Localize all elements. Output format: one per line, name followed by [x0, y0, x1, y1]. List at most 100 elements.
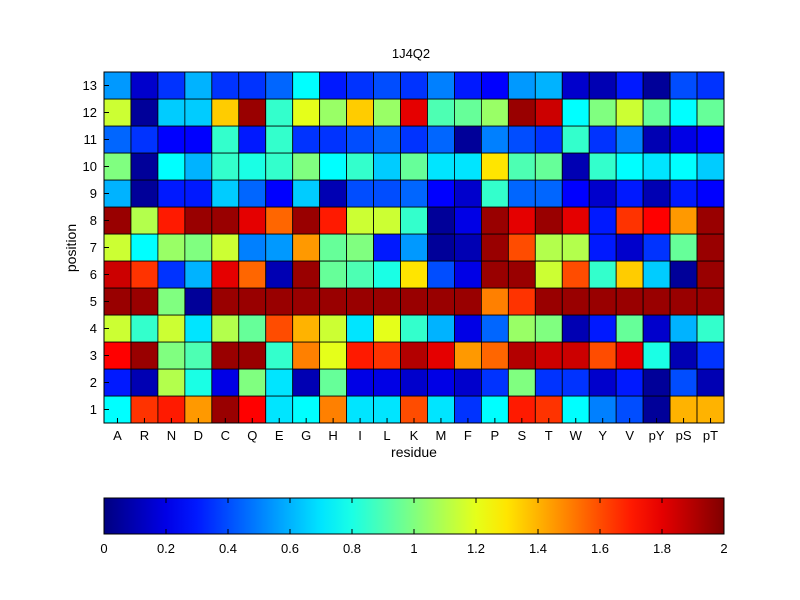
heatmap-cell-10-W	[561, 152, 590, 181]
heatmap-cell-7-H	[319, 233, 348, 262]
heatmap-cell-13-pT	[696, 71, 725, 100]
x-tick-label-L: L	[383, 428, 390, 443]
heatmap-cell-13-C	[211, 71, 240, 100]
x-tick-label-T: T	[545, 428, 553, 443]
heatmap-cell-3-H	[319, 341, 348, 370]
heatmap-cell-8-D	[184, 206, 213, 235]
heatmap-cell-9-Y	[588, 179, 617, 208]
heatmap-cell-8-Q	[238, 206, 267, 235]
heatmap-cell-2-I	[346, 368, 374, 397]
heatmap-cell-5-H	[319, 287, 348, 316]
heatmap-cell-12-F	[454, 98, 482, 127]
heatmap-cell-12-M	[427, 98, 455, 127]
heatmap-cell-13-K	[400, 71, 428, 100]
heatmap-cell-6-pT	[696, 260, 725, 289]
heatmap-cell-13-R	[130, 71, 159, 100]
heatmap-cell-13-W	[561, 71, 590, 100]
x-tick-label-C: C	[221, 428, 230, 443]
heatmap-cell-11-Y	[588, 125, 617, 154]
heatmap-cell-4-D	[184, 314, 213, 343]
heatmap-cell-7-C	[211, 233, 240, 262]
heatmap-cell-8-R	[130, 206, 159, 235]
heatmap-cell-2-C	[211, 368, 240, 397]
heatmap-cell-13-D	[184, 71, 213, 100]
heatmap-cell-6-V	[615, 260, 644, 289]
y-tick-label-7: 7	[90, 240, 97, 255]
heatmap-cell-13-pY	[642, 71, 671, 100]
x-tick-label-Q: Q	[247, 428, 257, 443]
heatmap-cell-10-H	[319, 152, 348, 181]
heatmap-cell-13-L	[373, 71, 401, 100]
heatmap-cell-13-Q	[238, 71, 267, 100]
heatmap-cell-7-T	[534, 233, 563, 262]
heatmap-cell-8-E	[265, 206, 294, 235]
heatmap-cell-3-D	[184, 341, 213, 370]
heatmap-cell-13-H	[319, 71, 348, 100]
y-tick-label-8: 8	[90, 213, 97, 228]
heatmap-cell-6-W	[561, 260, 590, 289]
heatmap-cell-4-R	[130, 314, 159, 343]
heatmap-cell-10-C	[211, 152, 240, 181]
x-tick-label-V: V	[625, 428, 634, 443]
heatmap-cell-2-R	[130, 368, 159, 397]
heatmap-cell-5-N	[157, 287, 186, 316]
heatmap-cell-4-F	[454, 314, 482, 343]
y-tick-label-1: 1	[90, 402, 97, 417]
chart-title: 1J4Q2	[392, 46, 430, 61]
heatmap-cell-8-V	[615, 206, 644, 235]
heatmap-cell-3-Y	[588, 341, 617, 370]
heatmap-cell-6-K	[400, 260, 428, 289]
heatmap-cell-6-pS	[669, 260, 698, 289]
heatmap-cell-10-I	[346, 152, 374, 181]
heatmap-cell-9-V	[615, 179, 644, 208]
heatmap-cell-4-V	[615, 314, 644, 343]
heatmap-cell-11-F	[454, 125, 482, 154]
heatmap-cell-2-K	[400, 368, 428, 397]
x-tick-label-pY: pY	[649, 428, 665, 443]
heatmap-cell-5-S	[507, 287, 536, 316]
heatmap-cell-5-W	[561, 287, 590, 316]
heatmap-cell-4-L	[373, 314, 401, 343]
heatmap-cell-9-H	[319, 179, 348, 208]
heatmap-cell-2-L	[373, 368, 401, 397]
heatmap-cell-8-L	[373, 206, 401, 235]
heatmap-cell-11-M	[427, 125, 455, 154]
heatmap-cell-3-P	[480, 341, 509, 370]
heatmap-cell-3-I	[346, 341, 374, 370]
heatmap-cell-6-I	[346, 260, 374, 289]
heatmap-cell-6-L	[373, 260, 401, 289]
heatmap-cell-13-N	[157, 71, 186, 100]
heatmap-cell-8-C	[211, 206, 240, 235]
heatmap-cell-3-V	[615, 341, 644, 370]
heatmap-cell-6-E	[265, 260, 294, 289]
heatmap-cell-10-pS	[669, 152, 698, 181]
heatmap-cell-11-R	[130, 125, 159, 154]
heatmap-cell-8-N	[157, 206, 186, 235]
heatmap-cell-10-T	[534, 152, 563, 181]
heatmap-cell-4-E	[265, 314, 294, 343]
heatmap-cell-11-D	[184, 125, 213, 154]
heatmap-cell-4-P	[480, 314, 509, 343]
x-tick-label-D: D	[194, 428, 203, 443]
heatmap-cell-3-Q	[238, 341, 267, 370]
heatmap-cell-11-L	[373, 125, 401, 154]
x-tick-label-N: N	[167, 428, 176, 443]
heatmap-cell-13-S	[507, 71, 536, 100]
heatmap-cell-9-R	[130, 179, 159, 208]
heatmap-cell-2-V	[615, 368, 644, 397]
colorbar-ticks: 0 0.2 0.4 0.6 0.8 1 1.2 1.4 1.6 1.8 2	[100, 498, 728, 556]
heatmap-cell-11-pS	[669, 125, 698, 154]
heatmap-cell-12-pS	[669, 98, 698, 127]
heatmap-cell-10-pY	[642, 152, 671, 181]
heatmap-cell-7-N	[157, 233, 186, 262]
heatmap-cell-12-V	[615, 98, 644, 127]
heatmap-cell-2-M	[427, 368, 455, 397]
heatmap-cell-4-pT	[696, 314, 725, 343]
heatmap-cell-4-Q	[238, 314, 267, 343]
heatmap-cell-2-P	[480, 368, 509, 397]
heatmap-cell-11-P	[480, 125, 509, 154]
heatmap-cell-9-M	[427, 179, 455, 208]
colorbar-tick-label: 0.6	[281, 541, 299, 556]
heatmap-cell-7-pS	[669, 233, 698, 262]
